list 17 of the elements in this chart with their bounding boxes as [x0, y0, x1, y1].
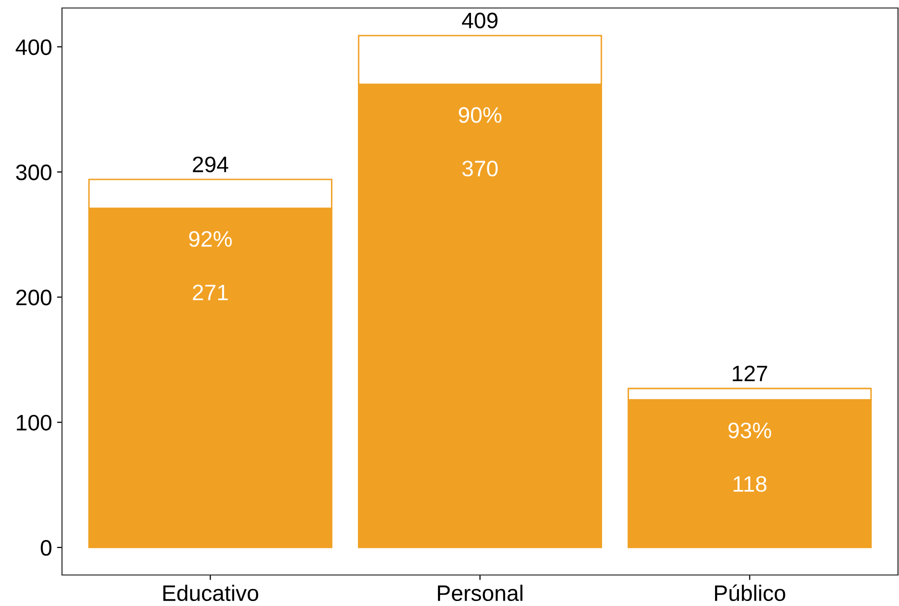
annotation: 92%: [189, 231, 232, 247]
data-label: 370: [462, 160, 498, 176]
x-tick-label: Educativo: [163, 584, 258, 602]
annotation: 93%: [728, 422, 772, 438]
y-tick-label: 400: [16, 39, 52, 56]
y-tick-label: 200: [16, 290, 52, 306]
y-tick-label: 300: [16, 164, 52, 180]
data-label: 118: [734, 476, 766, 492]
total-label: 294: [192, 156, 228, 172]
annotation: 90%: [458, 107, 502, 123]
x-tick-label: Público: [715, 584, 786, 602]
total-label: 127: [732, 366, 768, 382]
y-tick-label: 100: [16, 414, 52, 431]
total-label: 409: [462, 12, 498, 28]
y-tick-label: 0: [40, 540, 52, 556]
data-label: 271: [192, 284, 228, 300]
x-tick-label: Personal: [438, 584, 522, 602]
